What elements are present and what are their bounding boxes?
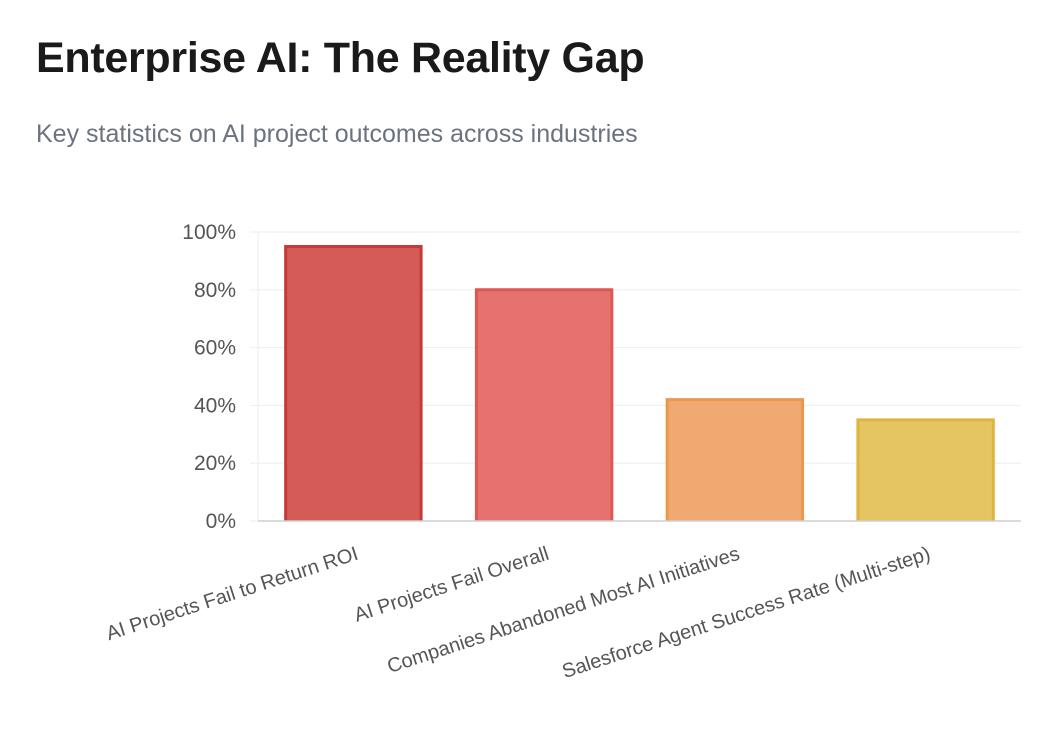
bar-border-4 xyxy=(856,418,995,521)
x-category-label: Companies Abandoned Most AI Initiatives xyxy=(385,543,743,678)
x-category-label: AI Projects Fail to Return ROI xyxy=(104,543,361,645)
x-category-label: Salesforce Agent Success Rate (Multi-ste… xyxy=(560,543,934,683)
y-tick-label: 80% xyxy=(194,279,236,302)
y-tick-label: 40% xyxy=(194,394,236,417)
bar-4 xyxy=(857,419,994,521)
bar-border-2 xyxy=(474,288,614,521)
y-tick-label: 0% xyxy=(206,510,236,533)
bar-1 xyxy=(285,246,422,521)
bar-2 xyxy=(476,289,612,521)
y-tick-label: 20% xyxy=(194,452,236,475)
chart-title: Enterprise AI: The Reality Gap xyxy=(36,34,645,82)
y-tick-label: 100% xyxy=(182,221,236,244)
bar-3 xyxy=(667,399,803,521)
y-tick-label: 60% xyxy=(194,337,236,360)
chart-subtitle: Key statistics on AI project outcomes ac… xyxy=(36,120,638,148)
bar-border-1 xyxy=(284,244,423,521)
bar-border-3 xyxy=(665,398,805,521)
